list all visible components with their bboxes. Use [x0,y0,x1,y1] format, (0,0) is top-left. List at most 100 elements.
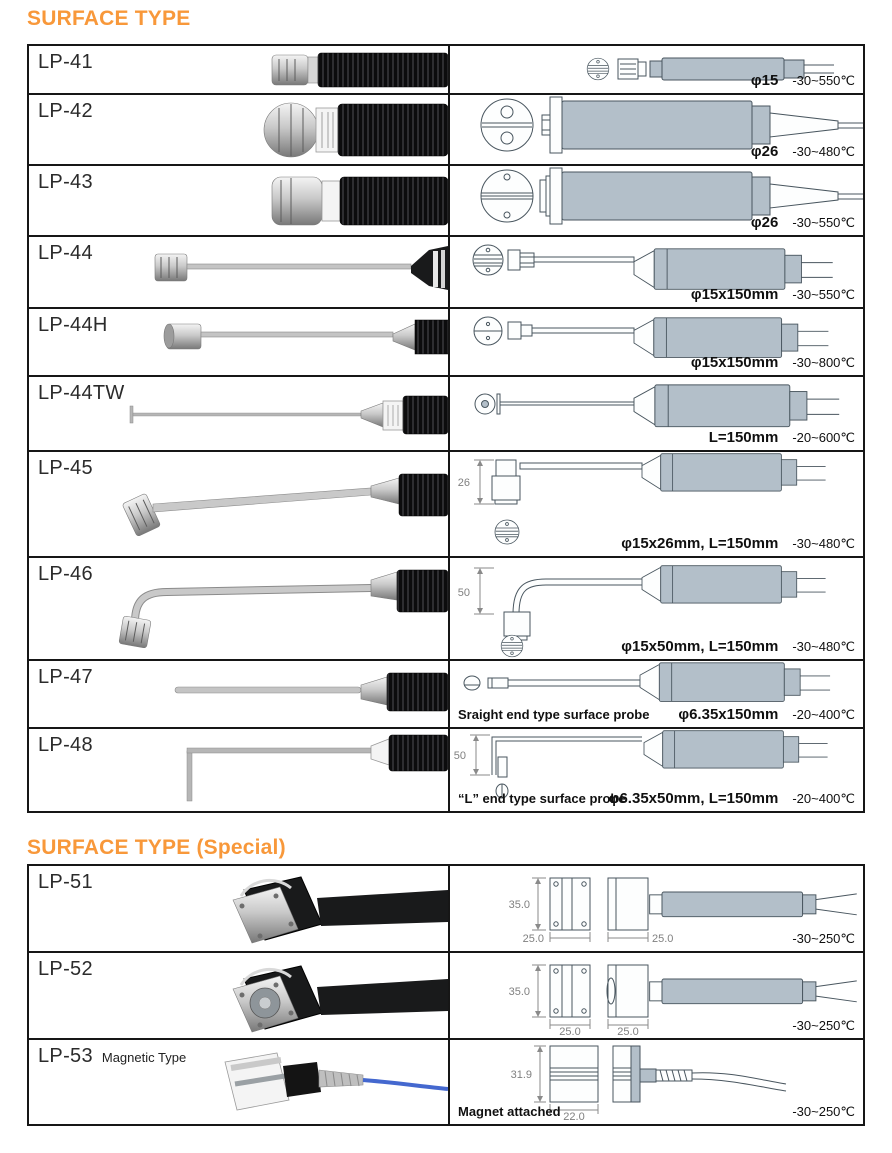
table-row-lp46: LP-46 50 [29,558,863,661]
technical-drawing-lp42 [480,96,863,154]
temp-range: -20~400℃ [792,707,855,722]
dim-label-height: 35.0 [509,899,530,911]
drawing-cell: φ15x150mm -30~550℃ [450,237,863,307]
drawing-cell: φ26 -30~480℃ [450,95,863,164]
drawing-cell: Sraight end type surface probe φ6.35x150… [450,661,863,727]
model-label: LP-44TW [38,382,125,404]
surface-type-table: LP-41 [27,44,865,813]
product-photo-lp48 [186,734,448,802]
technical-drawing-lp44 [472,244,834,290]
dim-label-width1: 25.0 [559,1026,580,1038]
temp-range: -20~400℃ [792,791,855,806]
technical-drawing-lp45: 26 [458,453,827,545]
table-row-lp48: LP-48 50 [29,729,863,811]
dim-label: 50 [458,587,470,599]
model-label: LP-43 [38,171,93,193]
product-photo-lp42 [263,102,448,158]
technical-drawing-lp44h [473,316,829,358]
product-photo-lp47 [174,672,448,712]
table-row-lp47: LP-47 Sraight end type surface probe [29,661,863,729]
spec-dimensions: φ6.35x150mm [678,706,779,723]
section-title-surface-special: SURFACE TYPE (Special) [27,836,286,859]
spec-dimensions: φ26 [750,143,779,160]
drawing-cell: 31.9 22.0 Magnet attached -30~250℃ [450,1040,863,1124]
product-photo-lp46 [118,569,448,649]
drawing-caption: Sraight end type surface probe [458,707,650,722]
spec-dimensions: φ15 [750,72,779,89]
section-title-surface: SURFACE TYPE [27,7,191,30]
table-row-lp44tw: LP-44TW L= [29,377,863,452]
temp-range: -30~480℃ [792,639,855,654]
technical-drawing-lp41 [586,57,834,81]
technical-drawing-lp44tw [474,384,840,428]
spec-dimensions: φ15x150mm [690,354,779,371]
technical-drawing-lp47 [463,662,831,702]
product-photo-lp43 [271,176,448,226]
model-cell: LP-41 [29,46,450,93]
dim-label-width2: 25.0 [617,1026,638,1038]
temp-range: -30~480℃ [792,144,855,159]
model-name: LP-53 [38,1045,93,1067]
dim-label-height: 31.9 [511,1069,532,1081]
table-row-lp44h: LP-44H [29,309,863,377]
temp-range: -30~550℃ [792,287,855,302]
table-row-lp42: LP-42 φ26 [29,95,863,166]
model-cell: LP-45 [29,452,450,556]
table-row-lp52: LP-52 35.0 [29,953,863,1040]
temp-range: -30~250℃ [792,1018,855,1033]
dim-label-width2: 25.0 [652,933,673,945]
spec-dimensions: φ26 [750,214,779,231]
technical-drawing-lp51: 35.0 25.0 25.0 [509,877,858,945]
product-photo-lp44h [163,319,448,355]
product-photo-lp53 [224,1052,448,1111]
spec-dimensions: φ15x150mm [690,286,779,303]
model-cell: LP-42 [29,95,450,164]
drawing-caption: “L” end type surface probe [458,791,626,806]
temp-range: -30~800℃ [792,355,855,370]
product-photo-lp41 [271,52,448,88]
dim-label: 26 [458,477,470,489]
model-label: LP-45 [38,457,93,479]
temp-range: -30~250℃ [792,931,855,946]
drawing-cell: 35.0 25.0 25.0 -30~250℃ [450,866,863,951]
model-cell: LP-52 [29,953,450,1038]
dim-label-height: 35.0 [509,986,530,998]
model-label: LP-47 [38,666,93,688]
drawing-cell: 26 φ15x26mm, L=150mm -30~480℃ [450,452,863,556]
table-row-lp43: LP-43 φ26 - [29,166,863,237]
spec-dimensions: φ15x26mm, L=150mm [621,535,779,552]
model-label: LP-48 [38,734,93,756]
product-photo-lp44 [154,246,448,290]
model-label: LP-44H [38,314,108,336]
table-row-lp44: LP-44 [29,237,863,309]
spec-dimensions: L=150mm [708,429,779,446]
model-cell: LP-48 [29,729,450,811]
product-photo-lp45 [122,473,448,537]
model-cell: LP-43 [29,166,450,235]
table-row-lp51: LP-51 35.0 [29,866,863,953]
drawing-cell: φ15x150mm -30~800℃ [450,309,863,375]
temp-range: -30~550℃ [792,215,855,230]
drawing-cell: φ15 -30~550℃ [450,46,863,93]
drawing-cell: L=150mm -20~600℃ [450,377,863,450]
model-cell: LP-44TW [29,377,450,450]
model-label: LP-42 [38,100,93,122]
temp-range: -20~600℃ [792,430,855,445]
dim-label-width: 22.0 [563,1111,584,1123]
technical-drawing-lp48: 50 [454,730,829,799]
model-cell: LP-46 [29,558,450,659]
table-row-lp45: LP-45 26 [29,452,863,558]
temp-range: -30~250℃ [792,1104,855,1119]
model-cell: LP-51 [29,866,450,951]
drawing-cell: φ26 -30~550℃ [450,166,863,235]
table-row-lp41: LP-41 [29,46,863,95]
drawing-cell: 50 φ15x50mm, L=150mm -30~480℃ [450,558,863,659]
technical-drawing-lp53: 31.9 22.0 [511,1045,787,1123]
temp-range: -30~550℃ [792,73,855,88]
spec-dimensions: φ15x50mm, L=150mm [621,638,779,655]
dim-label-width1: 25.0 [523,933,544,945]
model-cell: LP-53 Magnetic Type [29,1040,450,1124]
drawing-cell: 50 “L” end type surface probe φ6.35x50mm… [450,729,863,811]
model-label: LP-44 [38,242,93,264]
